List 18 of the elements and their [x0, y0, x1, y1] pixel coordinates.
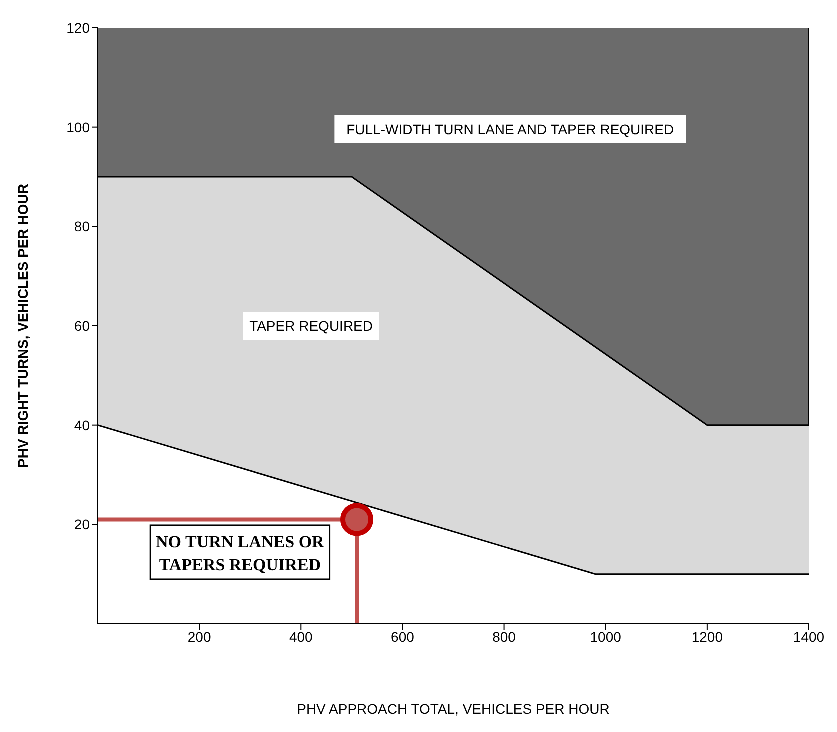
x-tick-label: 1000: [590, 628, 622, 645]
y-tick-label: 20: [74, 516, 90, 533]
y-tick-label: 40: [74, 417, 90, 434]
y-tick-label: 60: [74, 318, 90, 334]
annotation: NO TURN LANES OR TAPERS REQUIRED: [156, 532, 326, 574]
annotation: FULL-WIDTH TURN LANE AND TAPER REQUIRED: [346, 121, 674, 138]
annotation: TAPER REQUIRED: [250, 318, 374, 334]
y-tick-label: 120: [66, 20, 90, 36]
x-tick-label: 1200: [692, 628, 724, 645]
x-tick-label: 1400: [793, 628, 825, 645]
y-tick-label: 80: [74, 218, 90, 235]
x-tick-label: 800: [492, 628, 516, 645]
y-axis-title: PHV RIGHT TURNS, VEHICLES PER HOUR: [14, 184, 31, 468]
x-tick-label: 400: [289, 628, 314, 645]
x-tick-label: 200: [188, 628, 212, 645]
y-tick-label: 100: [66, 119, 90, 136]
x-tick-label: 600: [391, 628, 415, 645]
x-axis-title: PHV APPROACH TOTAL, VEHICLES PER HOUR: [297, 700, 610, 717]
